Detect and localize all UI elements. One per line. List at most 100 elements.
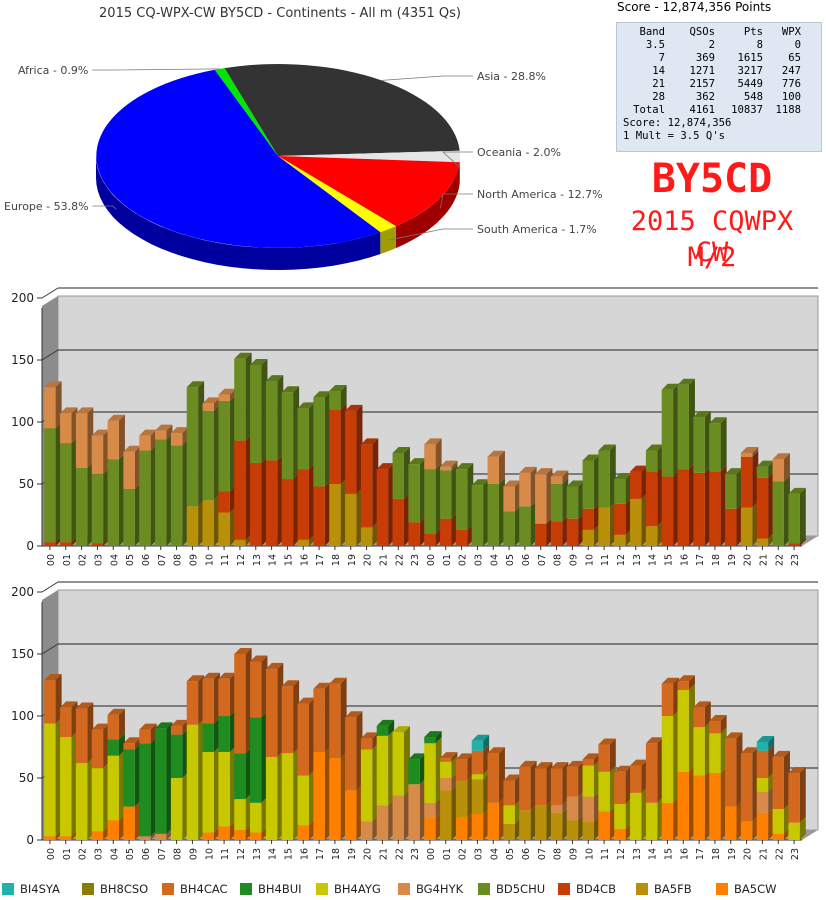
pie-slice: [278, 156, 460, 227]
bar-segment-side: [768, 736, 775, 751]
gridline-diagonal: [41, 643, 59, 655]
legend-label: BH4CAC: [180, 882, 228, 896]
bar-segment-side: [483, 734, 490, 751]
bar-segment-top: [107, 708, 125, 715]
bar-segment-top: [725, 468, 743, 475]
x-tick-label: 22: [394, 554, 405, 566]
bar-segment: [281, 392, 294, 480]
x-tick-label: 17: [315, 554, 326, 566]
x-tick-label: 03: [473, 848, 484, 860]
bar-segment-top: [234, 648, 252, 654]
bar-segment: [218, 512, 230, 546]
pie-leader-line: [440, 193, 473, 209]
bar-segment: [408, 784, 420, 840]
score-cell: 21: [652, 78, 665, 90]
bar-segment-top: [265, 375, 284, 382]
x-tick-label: 03: [473, 554, 484, 566]
bar-segment: [535, 523, 547, 546]
bar-segment: [677, 689, 689, 772]
bar-segment-top: [519, 760, 537, 767]
bar-segment-top: [440, 752, 458, 759]
score-cell: 65: [788, 52, 801, 64]
bar-segment: [91, 435, 104, 475]
x-tick-label: 03: [93, 848, 104, 860]
x-tick-label: 15: [283, 848, 294, 860]
bar-segment-top: [155, 424, 173, 431]
x-tick-label: 23: [410, 848, 421, 860]
x-tick-label: 16: [299, 554, 310, 566]
bar-segment: [740, 507, 753, 546]
bar-segment: [788, 822, 800, 840]
bar-segment-side: [783, 453, 790, 482]
bar-segment: [725, 738, 737, 807]
bar-segment: [756, 742, 769, 751]
score-cell: 14: [652, 65, 665, 77]
pie-slice-side: [380, 226, 396, 255]
bar-segment-top: [123, 445, 141, 452]
x-tick-label: 06: [141, 848, 152, 860]
bar-segment: [788, 493, 800, 544]
bar-segment: [297, 825, 309, 840]
bar-segment-top: [566, 760, 585, 767]
bar-segment: [234, 440, 246, 540]
bar-segment: [424, 802, 436, 818]
bar-segment: [503, 486, 515, 512]
bar-segment: [598, 771, 610, 812]
band-score-table: Band QSOs Pts WPX 3.5 2 8 0 7 369 1615 65 14 1271…: [623, 26, 801, 117]
x-tick-label: 22: [774, 554, 785, 566]
pie-leader-line: [381, 75, 473, 81]
continent-pie-chart: Asia - 28.8% Oceania - 2.0% North America …: [4, 64, 603, 270]
bar-segment: [756, 778, 769, 792]
bar-segment: [455, 817, 468, 840]
bar-segment: [44, 723, 56, 837]
bar-segment: [75, 413, 88, 468]
bar-segment: [44, 387, 56, 429]
bar-segment: [297, 408, 309, 470]
bar-segment-top: [550, 470, 569, 477]
bar-segment-side: [720, 417, 727, 472]
pie-slice: [96, 69, 381, 248]
x-tick-label: 12: [236, 554, 247, 566]
score-cell: 1615: [737, 52, 763, 64]
y-tick-label: 0: [26, 539, 34, 553]
contest-banner: 2015 CQWPX CW: [630, 206, 794, 268]
bar-segment: [630, 792, 642, 840]
bar-segment-top: [107, 414, 125, 421]
bar-segment: [487, 484, 499, 546]
bar-segment: [107, 459, 119, 546]
x-tick-label: 07: [537, 848, 548, 860]
bar-segment-top: [772, 750, 790, 757]
bar-segment: [709, 471, 721, 546]
bar-segment: [756, 477, 769, 539]
pie-leader-line: [441, 151, 473, 168]
bar-segment-top: [693, 411, 711, 418]
x-tick-label: 19: [727, 848, 738, 860]
bar-segment-side: [799, 767, 806, 823]
bar-segment: [471, 750, 484, 775]
bar-segment: [440, 790, 452, 840]
x-tick-label: 22: [394, 848, 405, 860]
bar-segment-top: [535, 762, 553, 769]
bar-segment: [123, 749, 135, 807]
bar-segment: [155, 728, 167, 834]
x-tick-label: 05: [125, 554, 136, 566]
score-cell: 7: [658, 52, 665, 64]
bar-segment: [297, 775, 309, 826]
bar-segment-top: [661, 677, 680, 684]
bar-segment: [329, 683, 341, 759]
score-table-row: 28 362 548 100: [623, 91, 801, 104]
bar-segment: [566, 766, 579, 797]
bar-segment: [107, 755, 119, 821]
bar-segment: [408, 522, 420, 546]
bar-segment-top: [186, 675, 205, 682]
bar-segment: [155, 833, 167, 840]
bar-segment: [550, 812, 563, 840]
bar-segment-top: [788, 487, 806, 494]
bar-segment-top: [550, 762, 569, 769]
bar-segment: [756, 538, 769, 546]
x-tick-label: 00: [46, 848, 57, 860]
bar-segment: [123, 743, 135, 750]
bar-segment: [582, 529, 594, 546]
bar-segment: [60, 542, 72, 546]
